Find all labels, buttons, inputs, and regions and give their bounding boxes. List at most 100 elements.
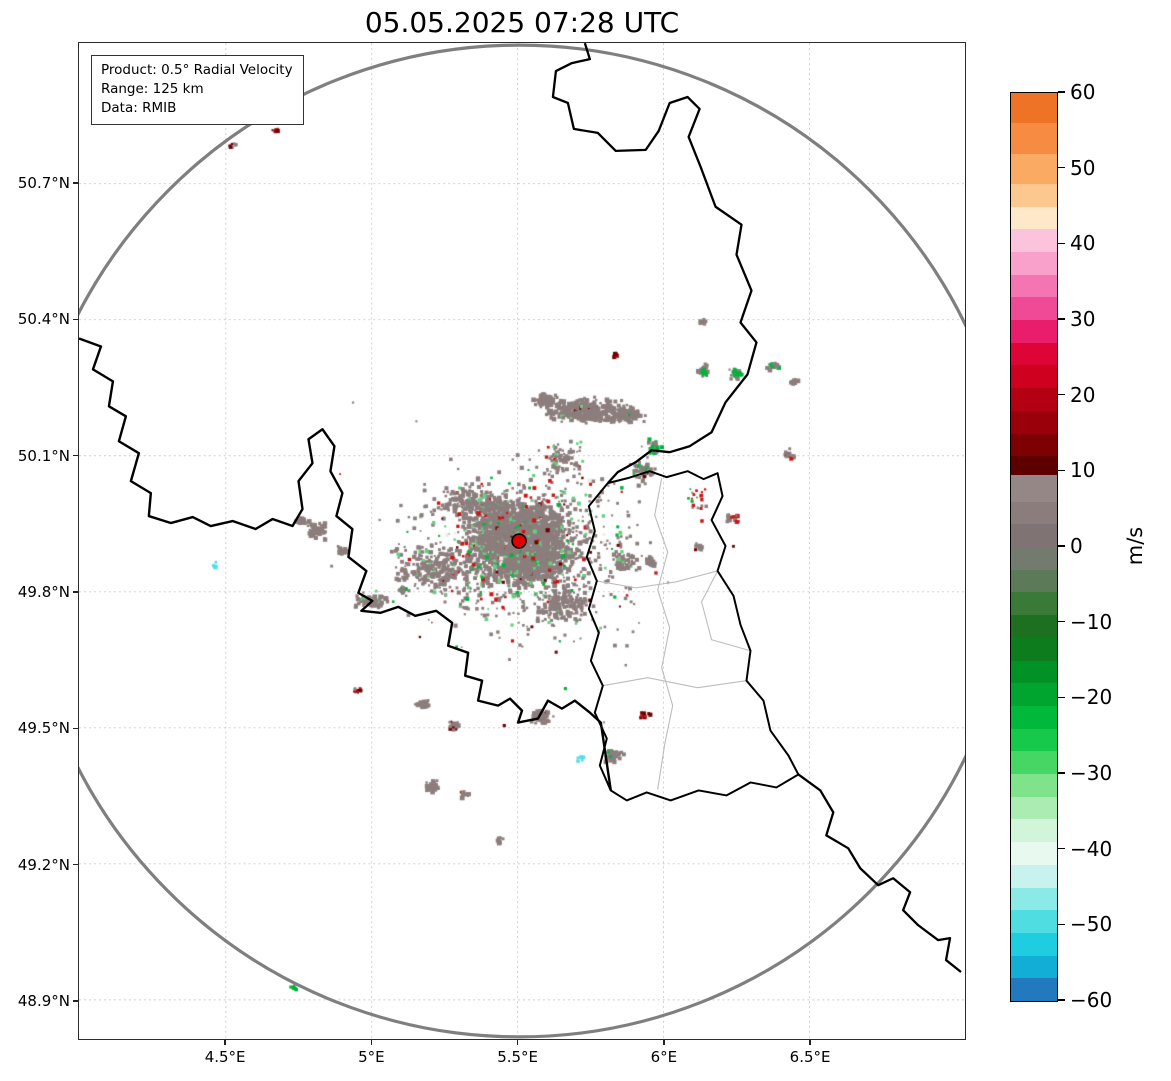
border-be-de-north <box>551 43 758 484</box>
y-tick-mark <box>73 182 78 184</box>
border-fr-de-southeast <box>797 773 962 973</box>
data-source-line: Data: RMIB <box>101 100 177 117</box>
radar-site-marker <box>511 533 527 549</box>
colorbar-segment <box>1011 475 1057 503</box>
colorbar-segment <box>1011 456 1057 476</box>
colorbar-tick-label: 0 <box>1070 534 1083 558</box>
colorbar-segment <box>1011 728 1057 752</box>
y-tick-mark <box>73 863 78 866</box>
colorbar-tick-mark <box>1058 847 1065 850</box>
colorbar-segment <box>1011 320 1057 344</box>
x-tick-mark <box>370 1040 373 1045</box>
colorbar-segment <box>1011 524 1057 548</box>
colorbar-tick-mark <box>1058 166 1065 169</box>
y-tick-label: 50.4°N <box>17 310 70 329</box>
colorbar-segment <box>1011 547 1057 571</box>
colorbar-tick-label: 10 <box>1070 458 1096 483</box>
colorbar-segment <box>1011 864 1057 888</box>
colorbar-segment <box>1011 569 1057 593</box>
x-tick-label: 4.5°E <box>204 1048 246 1066</box>
border-fr-be <box>79 337 612 791</box>
colorbar-segment <box>1011 123 1057 155</box>
colorbar-tick-mark <box>1058 545 1065 547</box>
plot-title: 05.05.2025 07:28 UTC <box>364 6 680 39</box>
colorbar-segment <box>1011 251 1057 276</box>
colorbar-tick-mark <box>1058 772 1065 774</box>
y-tick-mark <box>73 727 78 729</box>
colorbar-tick-mark <box>1058 696 1065 699</box>
map-overlay-layer <box>79 43 965 1039</box>
colorbar-tick-label: −20 <box>1070 685 1113 710</box>
colorbar-tick-label: −40 <box>1070 836 1113 861</box>
colorbar-tick-label: −30 <box>1070 761 1113 785</box>
colorbar-tick-label: −50 <box>1070 912 1113 937</box>
colorbar-segment <box>1011 774 1057 798</box>
colorbar-tick-mark <box>1058 923 1065 926</box>
x-tick-label: 5°E <box>358 1048 385 1066</box>
colorbar-tick-mark <box>1058 620 1065 623</box>
colorbar-segment <box>1011 93 1057 124</box>
y-tick-mark <box>73 1000 78 1002</box>
colorbar-tick-mark <box>1058 242 1065 245</box>
x-tick-mark <box>516 1040 519 1045</box>
colorbar-segment <box>1011 932 1057 957</box>
colorbar-segment <box>1011 388 1057 412</box>
colorbar-segment <box>1011 978 1057 1002</box>
colorbar-segment <box>1011 887 1057 911</box>
colorbar-tick-label: 20 <box>1070 382 1096 407</box>
colorbar-segment <box>1011 796 1057 820</box>
colorbar-segment <box>1011 705 1057 730</box>
colorbar-segment <box>1011 183 1057 207</box>
colorbar-segment <box>1011 955 1057 979</box>
colorbar-segment <box>1011 615 1057 639</box>
y-tick-label: 49.2°N <box>17 855 70 874</box>
colorbar-tick-label: 60 <box>1070 80 1096 104</box>
colorbar-segment <box>1011 433 1057 457</box>
colorbar-tick-label: −60 <box>1070 988 1113 1012</box>
range-ring-125km <box>79 43 965 1039</box>
colorbar-tick-label: 40 <box>1070 231 1096 256</box>
x-tick-label: 6.5°E <box>789 1048 831 1066</box>
colorbar-segment <box>1011 153 1057 185</box>
y-tick-label: 49.8°N <box>17 582 70 601</box>
y-tick-mark <box>73 318 78 320</box>
colorbar-tick-label: −10 <box>1070 609 1113 634</box>
lux-canton-3 <box>602 677 747 689</box>
colorbar-tick-mark <box>1058 393 1065 396</box>
colorbar-segment <box>1011 297 1057 321</box>
y-tick-label: 50.1°N <box>17 446 70 465</box>
colorbar-segment <box>1011 910 1057 934</box>
y-tick-label: 50.7°N <box>17 173 70 192</box>
colorbar-segment <box>1011 592 1057 616</box>
colorbar-segment <box>1011 410 1057 434</box>
map-plot-area: Product: 0.5° Radial Velocity Range: 125… <box>78 42 967 1041</box>
range-info-line: Range: 125 km <box>101 81 204 98</box>
lux-canton-4 <box>701 570 751 652</box>
colorbar-segment <box>1011 342 1057 366</box>
colorbar-unit-label: m/s <box>1123 526 1147 566</box>
colorbar-segment <box>1011 206 1057 230</box>
colorbar-segment <box>1011 229 1057 253</box>
colorbar-segment <box>1011 365 1057 389</box>
y-tick-mark <box>73 591 78 593</box>
product-info-box: Product: 0.5° Radial Velocity Range: 125… <box>91 55 304 126</box>
colorbar-tick-mark <box>1058 91 1065 93</box>
x-tick-mark <box>809 1040 811 1045</box>
y-tick-mark <box>73 454 78 457</box>
y-tick-label: 48.9°N <box>17 991 70 1010</box>
border-luxembourg <box>585 470 800 802</box>
colorbar-tick-mark <box>1058 999 1065 1001</box>
velocity-colorbar <box>1010 92 1058 1002</box>
lux-canton-2 <box>596 570 718 589</box>
colorbar-tick-mark <box>1058 469 1065 472</box>
y-tick-label: 49.5°N <box>17 719 70 738</box>
x-tick-mark <box>663 1040 665 1045</box>
colorbar-tick-label: 30 <box>1070 307 1096 331</box>
product-info-line: Product: 0.5° Radial Velocity <box>101 62 293 78</box>
colorbar-segment <box>1011 274 1057 298</box>
x-tick-label: 6°E <box>650 1048 678 1066</box>
x-tick-mark <box>224 1040 226 1045</box>
colorbar-segment <box>1011 683 1057 707</box>
colorbar-segment <box>1011 842 1057 866</box>
